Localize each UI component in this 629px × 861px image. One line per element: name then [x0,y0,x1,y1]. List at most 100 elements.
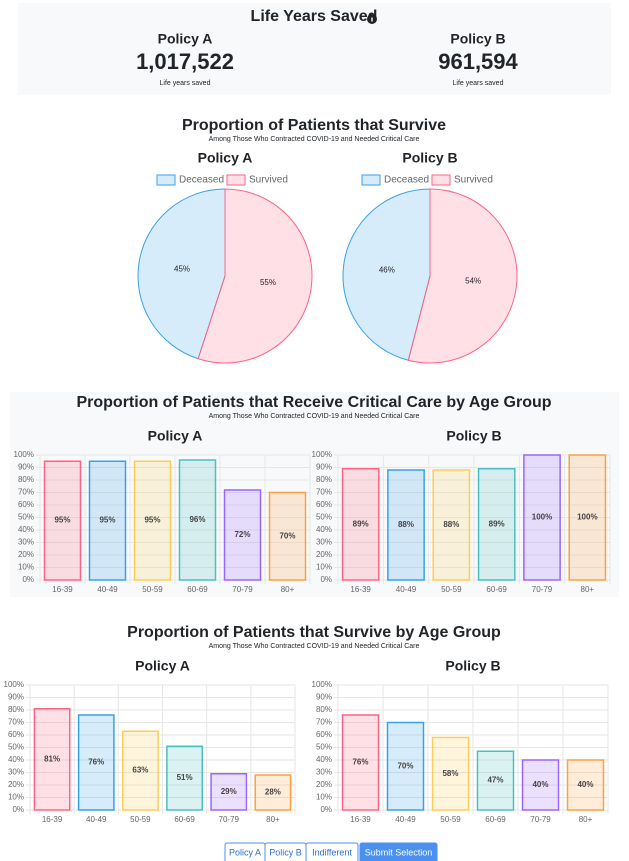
policy-value: 961,594 [438,49,518,74]
bar [268,491,307,581]
y-tick-label: 10% [316,563,332,572]
x-tick-label: 40-49 [395,815,416,824]
bar-label: 28% [265,788,281,797]
x-tick-label: 50-59 [441,585,462,594]
y-tick-label: 80% [316,705,332,714]
y-tick-label: 0% [320,575,332,584]
x-tick-label: 60-69 [485,815,506,824]
bar [476,750,515,811]
bar-label: 29% [221,787,237,796]
policy-caption: Life years saved [160,80,211,87]
y-tick-label: 0% [22,575,34,584]
section-title: Proportion of Patients that Survive [182,117,446,134]
bar [178,459,217,581]
x-tick-label: 50-59 [142,585,163,594]
bar-label: 40% [577,780,593,789]
slice-label: 54% [465,277,481,286]
button[interactable] [359,842,438,861]
x-tick-label: 40-49 [86,815,107,824]
bar [254,774,292,811]
y-tick-label: 90% [18,463,34,472]
legend-swatch [431,174,451,186]
y-tick-label: 90% [8,693,24,702]
x-tick-label: 80+ [281,585,295,594]
y-tick-label: 20% [18,550,34,559]
x-tick-label: 70-79 [219,815,240,824]
bar-label: 70% [397,761,413,770]
policy-caption: Life years saved [453,80,504,87]
section-band [10,392,619,597]
bar [133,460,172,581]
button-label[interactable]: Policy A [229,847,261,857]
y-tick-label: 50% [316,743,332,752]
bar [566,759,605,811]
y-tick-label: 80% [316,475,332,484]
y-tick-label: 30% [316,768,332,777]
button-label[interactable]: Indifferent [312,847,352,857]
bar-label: 76% [88,758,104,767]
chart-title: Policy B [402,150,457,166]
x-tick-label: 40-49 [396,585,417,594]
legend-label: Survived [454,175,493,186]
slice-label: 45% [174,264,190,273]
bar-label: 81% [44,754,60,763]
bar [432,469,471,581]
legend-swatch [156,174,176,186]
bar-label: 95% [54,516,70,525]
y-tick-label: 40% [18,525,34,534]
bar [88,460,127,581]
y-tick-label: 100% [14,450,34,459]
y-tick-label: 20% [8,780,24,789]
x-tick-label: 16-39 [350,815,371,824]
y-tick-label: 50% [18,513,34,522]
x-tick-label: 40-49 [97,585,118,594]
x-tick-label: 16-39 [350,585,371,594]
x-tick-label: 70-79 [232,585,253,594]
bar [223,489,262,581]
bar-label: 70% [279,531,295,540]
bar-label: 95% [99,516,115,525]
y-tick-label: 80% [18,475,34,484]
chart-title: Policy A [198,150,253,166]
chart-title: Policy B [445,658,500,674]
bar-label: 88% [443,520,459,529]
section-title: Proportion of Patients that Receive Crit… [76,394,551,411]
x-tick-label: 60-69 [486,585,507,594]
bar-label: 40% [532,780,548,789]
y-tick-label: 10% [316,793,332,802]
bar [341,468,380,581]
x-tick-label: 70-79 [530,815,551,824]
bar-label: 89% [489,519,505,528]
button-label[interactable]: Submit Selection [365,847,433,857]
y-tick-label: 30% [316,538,332,547]
legend-label: Survived [249,175,288,186]
bar [386,721,425,811]
bar-label: 100% [532,513,552,522]
bar-label: 63% [132,766,148,775]
legend-label: Deceased [384,175,429,186]
y-tick-label: 60% [18,500,34,509]
bar [523,454,561,581]
legend-swatch [226,174,246,186]
y-tick-label: 20% [316,550,332,559]
bar [387,469,425,581]
button-label[interactable]: Policy B [269,847,302,857]
button[interactable] [305,842,359,861]
y-tick-label: 30% [8,768,24,777]
y-tick-label: 100% [4,680,24,689]
y-tick-label: 90% [316,463,332,472]
chart-title: Policy A [148,428,203,444]
y-tick-label: 100% [312,680,332,689]
bar [431,736,470,811]
bar-label: 89% [353,519,369,528]
y-tick-label: 80% [8,705,24,714]
y-tick-label: 0% [12,805,24,814]
section-title: Proportion of Patients that Survive by A… [127,624,501,641]
y-tick-label: 70% [316,718,332,727]
y-tick-label: 40% [8,755,24,764]
pie-slice [197,188,313,364]
bar-label: 47% [487,776,503,785]
y-tick-label: 40% [316,755,332,764]
y-tick-label: 70% [316,488,332,497]
